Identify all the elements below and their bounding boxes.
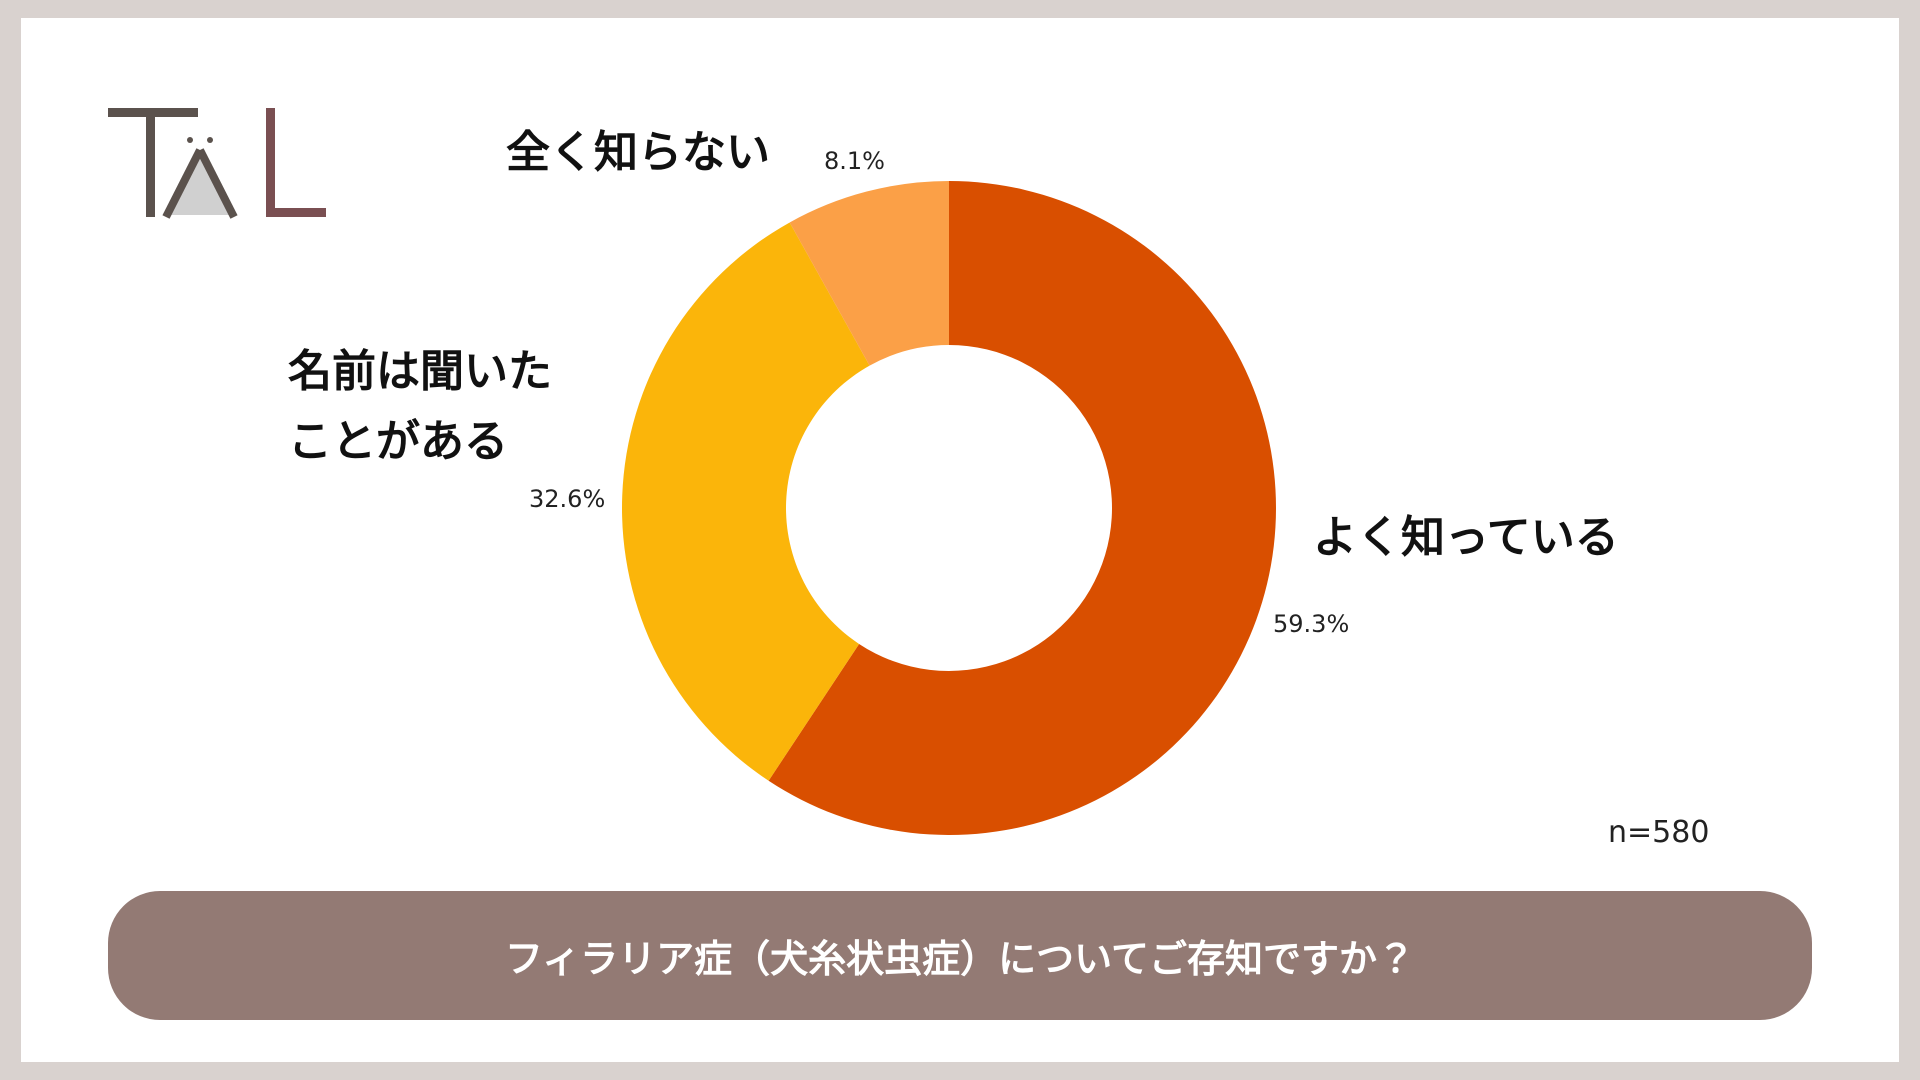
chart-title: フィラリア症（犬糸状虫症）についてご存知ですか？ <box>504 937 1416 981</box>
sample-size: n=580 <box>1608 815 1710 850</box>
value-label: 59.3% <box>1273 610 1350 638</box>
title-bar: フィラリア症（犬糸状虫症）についてご存知ですか？ <box>108 891 1812 1020</box>
logo-a-left <box>162 148 204 219</box>
logo-l-stem <box>266 108 275 217</box>
donut-slice <box>789 181 949 366</box>
logo-triangle <box>168 150 232 215</box>
donut-slice <box>622 222 870 781</box>
logo-l-foot <box>266 208 326 217</box>
logo-dot <box>207 137 213 143</box>
logo-t-stem <box>146 108 155 217</box>
value-label: 32.6% <box>529 485 606 513</box>
logo-dot <box>187 137 193 143</box>
category-label: 全く知らない <box>506 127 770 178</box>
logo-a-right <box>196 148 238 219</box>
value-label: 8.1% <box>824 147 885 175</box>
logo <box>108 108 326 219</box>
category-label: よく知っている <box>1313 512 1619 563</box>
donut-slice <box>768 181 1276 835</box>
category-label: 名前は聞いたことがある <box>288 346 552 467</box>
